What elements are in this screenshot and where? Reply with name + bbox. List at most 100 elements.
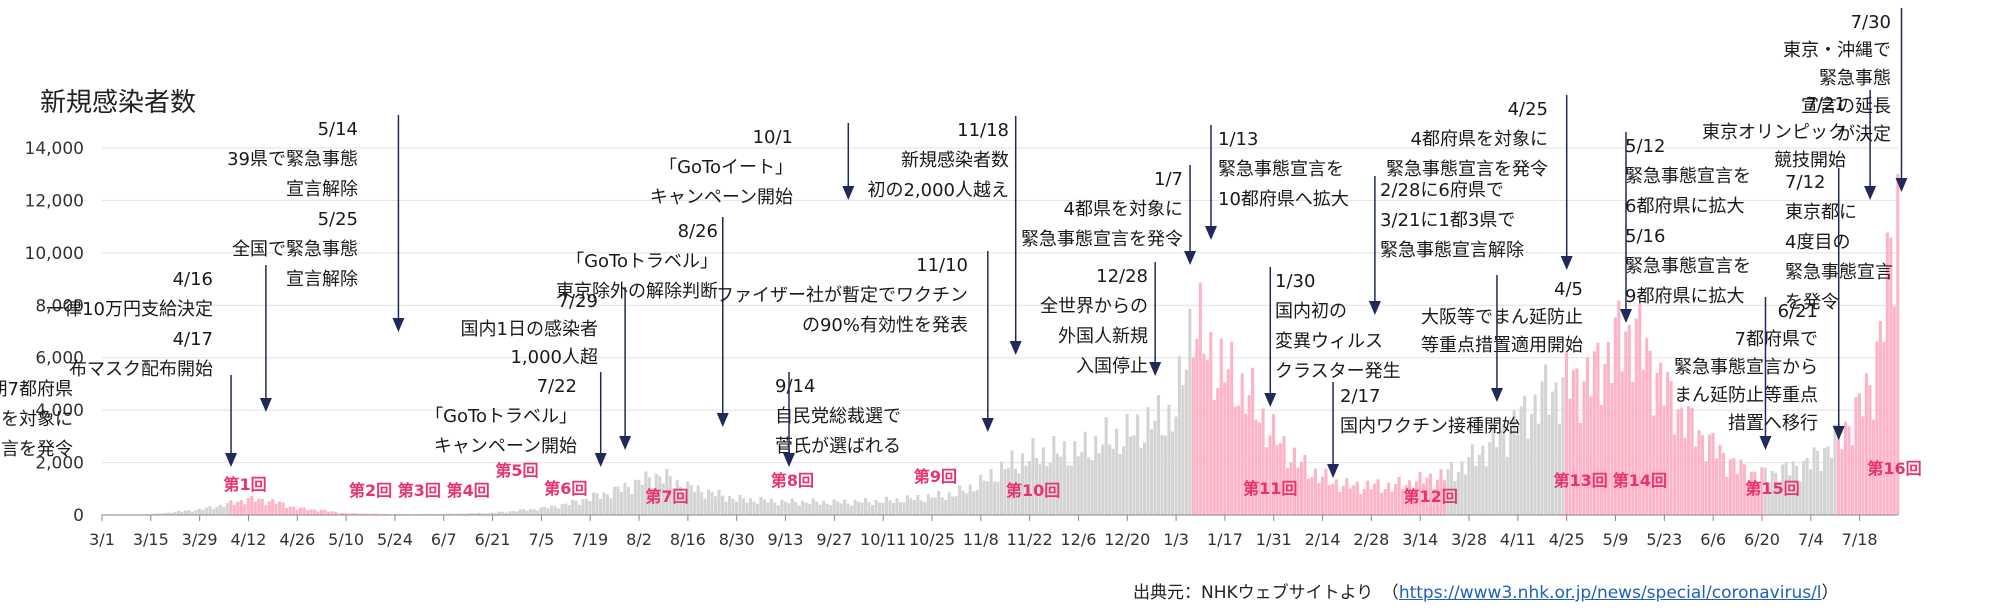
daily-bars: [100, 174, 1900, 515]
daily-bar: [1463, 474, 1467, 515]
daily-bar: [281, 502, 285, 515]
daily-bar: [1299, 461, 1303, 515]
period-label: 第12回: [1404, 487, 1458, 506]
daily-bar: [1421, 483, 1426, 515]
daily-bar: [1327, 484, 1331, 515]
daily-bar: [863, 498, 868, 515]
daily-bar: [1111, 448, 1115, 515]
annotation-text: が決定: [1837, 124, 1891, 145]
daily-bar: [1495, 447, 1499, 515]
daily-bar: [564, 503, 568, 515]
daily-bar: [815, 501, 819, 515]
daily-bar: [271, 499, 275, 515]
daily-bar: [748, 498, 752, 515]
daily-bar: [937, 490, 941, 515]
daily-bar: [208, 506, 212, 515]
event-annotation: 5/12 緊急事態宣言を 6都府県に拡大 5/16 緊急事態宣言を 9都府県に拡大: [1619, 132, 1751, 323]
y-tick-label: 2,000: [35, 454, 84, 474]
daily-bar: [529, 508, 533, 515]
daily-bar: [1634, 318, 1638, 515]
daily-bar: [1707, 434, 1712, 515]
daily-bar: [1791, 461, 1795, 515]
daily-bar: [1048, 462, 1052, 515]
daily-bar: [316, 511, 320, 515]
annotation-arrowhead: [1184, 251, 1197, 265]
daily-bar: [574, 500, 578, 515]
daily-bar: [1673, 434, 1677, 515]
event-annotation: 8/26 「GoToトラベル」東京除外の解除判断: [556, 217, 729, 427]
daily-bar: [665, 468, 669, 515]
daily-bar: [1850, 445, 1855, 515]
daily-bar: [773, 502, 777, 515]
daily-bar: [780, 499, 784, 515]
daily-bar: [1749, 471, 1753, 515]
daily-bar: [637, 479, 641, 515]
daily-bar: [909, 498, 913, 515]
daily-bar: [1788, 475, 1792, 515]
daily-bar: [668, 476, 672, 515]
daily-bar: [176, 510, 181, 515]
source-link[interactable]: https://www3.nhk.or.jp/news/special/coro…: [1398, 583, 1822, 603]
daily-bar: [633, 479, 637, 515]
daily-bar: [982, 480, 986, 515]
daily-bar: [776, 505, 780, 515]
daily-bar: [1003, 469, 1007, 515]
period-label: 第2回: [349, 481, 392, 500]
daily-bar: [1087, 457, 1091, 515]
daily-bar: [1896, 174, 1900, 515]
daily-bar: [689, 485, 693, 515]
daily-bar: [1362, 488, 1366, 515]
daily-bar: [550, 505, 554, 515]
annotation-text: 東京除外の解除判断: [556, 281, 718, 302]
period-label: 第6回: [544, 479, 587, 498]
period-label: 第14回: [1613, 471, 1667, 490]
daily-bar: [319, 509, 324, 515]
daily-bar: [661, 483, 665, 515]
daily-bar: [1408, 480, 1412, 515]
daily-bar: [1554, 382, 1558, 515]
daily-bar: [1568, 398, 1572, 515]
daily-bar: [218, 504, 222, 515]
annotation-text: 4/25: [1508, 99, 1548, 120]
daily-bar: [1411, 491, 1415, 515]
daily-bar: [989, 469, 993, 515]
daily-bar: [1163, 435, 1167, 515]
daily-bar: [832, 499, 836, 515]
x-tick-label: 1/17: [1207, 530, 1243, 549]
daily-bar: [755, 503, 759, 515]
daily-bar: [438, 513, 442, 515]
annotation-text: 4/5: [1554, 279, 1583, 300]
daily-bar: [1861, 416, 1865, 515]
annotation-arrowhead: [1895, 178, 1908, 192]
annotation-text: 初の2,000人越え: [867, 180, 1009, 201]
daily-bar: [1122, 446, 1126, 515]
daily-bar: [1645, 337, 1649, 515]
x-tick-label: 3/28: [1451, 530, 1487, 549]
annotation-arrowhead: [783, 453, 796, 467]
daily-bar: [1620, 371, 1624, 515]
x-tick-label: 12/20: [1104, 530, 1150, 549]
annotation-text: 7/29: [558, 291, 598, 312]
daily-bar: [448, 513, 453, 515]
daily-bar: [1083, 431, 1087, 515]
annotation-text: まん延防止等重点: [1674, 385, 1818, 406]
grid-lines: [102, 147, 1898, 464]
daily-bar: [557, 508, 561, 515]
daily-bar: [1219, 338, 1223, 515]
daily-bar: [1516, 434, 1520, 515]
daily-bar: [508, 511, 512, 515]
daily-bar: [1662, 405, 1666, 515]
daily-bar: [501, 511, 505, 515]
daily-bar: [700, 492, 704, 515]
y-tick-label: 14,000: [25, 139, 84, 159]
daily-bar: [560, 504, 564, 515]
annotation-text: 緊急事態宣言を発令: [1386, 159, 1548, 180]
daily-bar: [1585, 357, 1589, 515]
annotation-text: 緊急事態: [1819, 68, 1891, 89]
annotation-text: 5/16: [1625, 226, 1665, 247]
daily-bar: [686, 481, 690, 515]
x-tick-label: 4/25: [1549, 530, 1585, 549]
daily-bar: [595, 493, 599, 515]
daily-bar: [309, 509, 313, 515]
annotation-arrowhead: [1864, 186, 1877, 200]
